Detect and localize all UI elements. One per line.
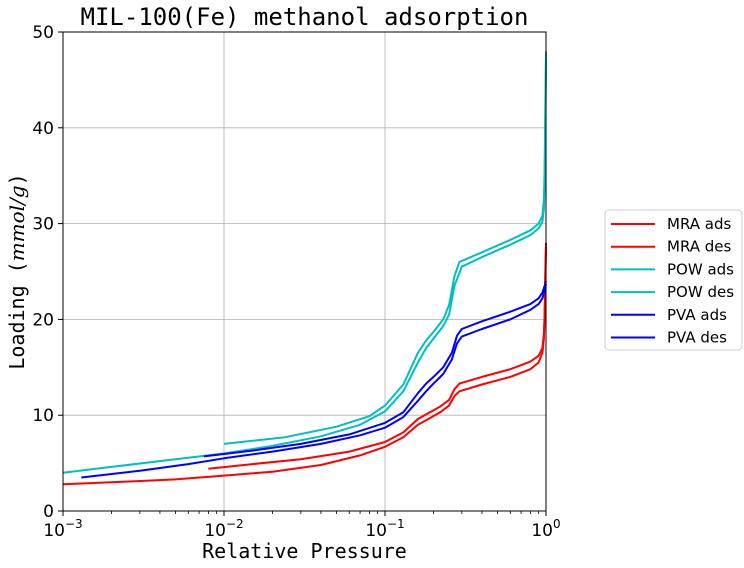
legend: MRA ads MRA des POW ads POW des PVA ads PVA d…	[604, 209, 743, 351]
x-tick-label: 100	[531, 517, 560, 541]
x-tick-exponent: 0	[553, 517, 561, 531]
chart-title: MIL-100(Fe) methanol adsorption	[81, 3, 529, 31]
plot-frame	[62, 31, 547, 512]
y-axis-label-suffix: )	[5, 173, 29, 185]
series-line-6	[203, 280, 547, 458]
x-tick-label: 10−3	[43, 517, 82, 541]
x-tick-exponent: −3	[65, 517, 83, 531]
legend-label: POW des	[667, 283, 734, 301]
y-tick-label: 0	[43, 502, 54, 522]
x-tick-label: 10−2	[204, 517, 243, 541]
legend-label: MRA ads	[667, 215, 731, 233]
x-tick-label: 10−1	[365, 517, 404, 541]
x-tick-base: 10	[204, 521, 226, 541]
y-axis-label-unit: mmol/g	[5, 185, 29, 261]
series-layer	[62, 51, 547, 486]
y-axis-ticks: 0 10 20 30 40 50	[32, 23, 63, 522]
y-axis-label: Loading (mmol/g)	[5, 173, 29, 369]
x-tick-base: 10	[365, 521, 387, 541]
y-tick-label: 50	[32, 23, 54, 43]
legend-label: POW ads	[667, 260, 734, 278]
x-axis-ticks: 10−3 10−2 10−1 100	[43, 511, 561, 541]
x-tick-base: 10	[531, 521, 553, 541]
legend-label: PVA des	[667, 329, 727, 347]
x-axis-label: Relative Pressure	[202, 539, 407, 563]
y-tick-label: 10	[32, 406, 54, 426]
series-line-2	[208, 242, 547, 470]
y-tick-label: 40	[32, 119, 54, 139]
series-line-4	[223, 51, 547, 445]
series-line-3	[62, 60, 547, 474]
y-tick-label: 30	[32, 215, 54, 235]
legend-label: PVA ads	[667, 306, 727, 324]
x-tick-exponent: −2	[226, 517, 244, 531]
legend-label: MRA des	[667, 238, 732, 256]
y-axis-label-prefix: Loading (	[5, 261, 29, 369]
x-tick-base: 10	[43, 521, 65, 541]
series-line-5	[81, 283, 547, 479]
y-tick-label: 20	[32, 310, 54, 330]
series-line-1	[62, 247, 547, 486]
x-tick-exponent: −1	[387, 517, 405, 531]
